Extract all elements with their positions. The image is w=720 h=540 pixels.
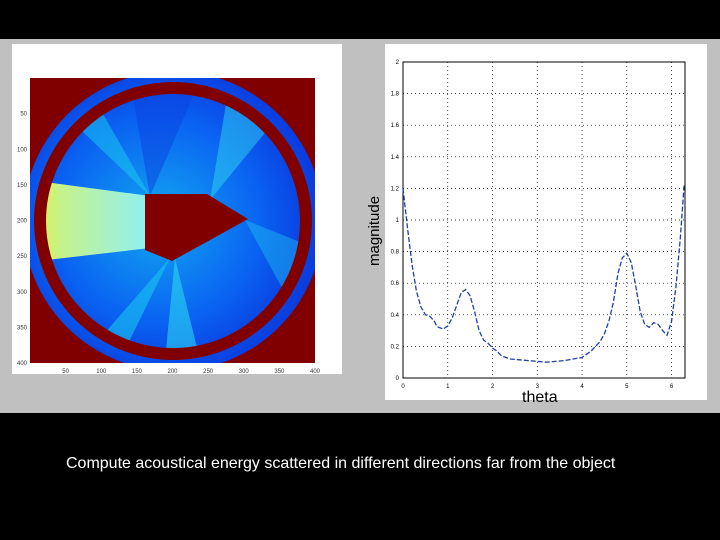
plot-axes-background bbox=[385, 44, 707, 400]
heatmap-x-tick-label: 50 bbox=[62, 369, 69, 375]
heatmap-y-tick-label: 200 bbox=[17, 219, 28, 225]
heatmap-x-tick-label: 350 bbox=[274, 369, 285, 375]
heatmap-y-tick-label: 100 bbox=[17, 147, 28, 153]
x-tick-label: 2 bbox=[491, 384, 495, 390]
x-axis-label: theta bbox=[522, 389, 558, 406]
x-tick-label: 0 bbox=[401, 384, 405, 390]
heatmap-x-tick-label: 150 bbox=[132, 369, 143, 375]
heatmap-x-tick-label: 250 bbox=[203, 369, 214, 375]
plot-x-ticks: 0 1 2 3 4 5 6 bbox=[401, 384, 674, 390]
heatmap-beam-down bbox=[165, 258, 200, 351]
scatterer-ring bbox=[34, 82, 312, 360]
heatmap-y-tick-label: 350 bbox=[17, 325, 28, 331]
x-tick-label: 1 bbox=[446, 384, 450, 390]
heatmap-x-tick-label: 100 bbox=[96, 369, 107, 375]
heatmap-x-tick-label: 200 bbox=[167, 369, 178, 375]
y-tick-label: 1 bbox=[396, 218, 400, 224]
y-tick-label: 1.4 bbox=[391, 155, 400, 161]
plot-y-ticks: 0 0.2 0.4 0.6 0.8 1 1.2 1.4 1.6 1.8 2 bbox=[391, 60, 400, 382]
y-axis-label: magnitude bbox=[366, 196, 383, 266]
y-tick-label: 0.4 bbox=[391, 313, 400, 319]
y-tick-label: 0.8 bbox=[391, 250, 400, 256]
y-tick-label: 1.6 bbox=[391, 123, 400, 129]
slide-caption: Compute acoustical energy scattered in d… bbox=[66, 455, 616, 472]
heatmap-y-tick-label: 150 bbox=[17, 183, 28, 189]
heatmap-forward-beam bbox=[43, 180, 150, 262]
y-tick-label: 1.2 bbox=[391, 186, 400, 192]
y-tick-label: 1.8 bbox=[391, 92, 400, 98]
y-tick-label: 0.6 bbox=[391, 281, 400, 287]
x-tick-label: 6 bbox=[670, 384, 674, 390]
x-tick-label: 5 bbox=[625, 384, 629, 390]
scatterer-object bbox=[145, 194, 248, 261]
heatmap-x-tick-label: 400 bbox=[310, 369, 321, 375]
y-tick-label: 0 bbox=[396, 376, 400, 382]
x-tick-label: 4 bbox=[580, 384, 584, 390]
y-tick-label: 0.2 bbox=[391, 344, 400, 350]
heatmap-x-ticks: 50 100 150 200 250 300 350 400 bbox=[62, 369, 320, 375]
y-tick-label: 2 bbox=[396, 60, 400, 66]
heatmap-y-tick-label: 250 bbox=[17, 254, 28, 260]
heatmap-y-ticks: 50 100 150 200 250 300 350 400 bbox=[17, 112, 28, 367]
heatmap-y-tick-label: 400 bbox=[17, 361, 28, 367]
series-line-magnitude bbox=[402, 185, 685, 363]
heatmap-shadow-top bbox=[130, 91, 200, 196]
heatmap-y-tick-label: 50 bbox=[20, 112, 27, 118]
heatmap-y-tick-label: 300 bbox=[17, 290, 28, 296]
plot-frame bbox=[402, 61, 686, 379]
x-tick-label: 3 bbox=[536, 384, 540, 390]
heatmap-x-tick-label: 300 bbox=[239, 369, 250, 375]
